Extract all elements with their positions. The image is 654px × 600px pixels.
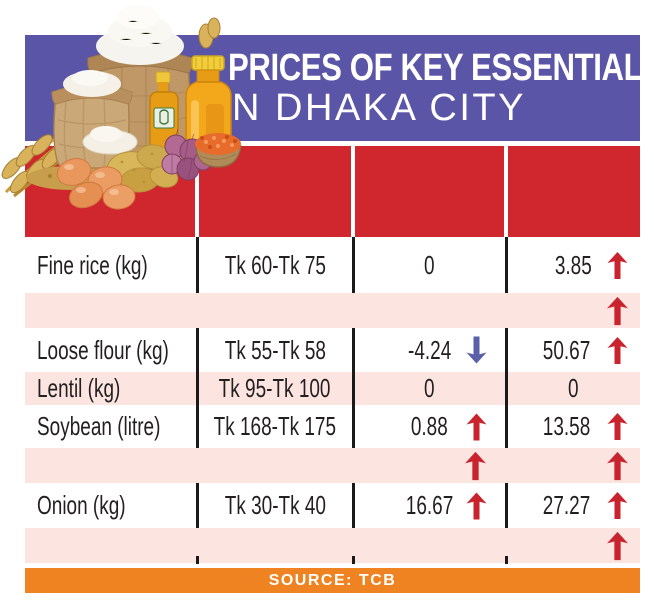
price-table: Fine rice (kg) Tk 60-Tk 75 0 3.85 Loose … [25,237,640,563]
up-arrow-icon [466,492,487,519]
price-range: Tk 30-Tk 40 [224,490,326,520]
row-divider [195,237,199,293]
item-name: Loose flour (kg) [37,334,169,365]
price-range: Tk 60-Tk 75 [224,249,326,280]
up-arrow-icon [607,296,628,325]
column-divider [195,146,199,237]
table-spacer-row [25,293,640,328]
row-divider [351,405,355,448]
row-divider [351,483,355,528]
up-arrow-icon [466,413,487,440]
page-title: PRICES OF KEY ESSENTIALS [228,47,654,89]
up-arrow-icon [607,251,628,279]
row-divider [504,405,508,448]
row-divider [351,237,355,293]
source-bar: SOURCE: TCB [25,568,640,593]
row-divider [504,237,508,293]
up-arrow-icon [607,451,628,480]
up-arrow-icon [607,492,628,519]
change-value: 0 [424,249,435,280]
table-row-lentil: Lentil (kg) Tk 95-Tk 100 0 0 [25,372,640,405]
table-spacer-row [25,528,640,563]
change-value: 0.88 [411,411,448,441]
table-row-loose-flour: Loose flour (kg) Tk 55-Tk 58 -4.24 50.67 [25,328,640,372]
up-arrow-icon [607,413,628,440]
lentil-bowl-icon [195,133,242,168]
item-name: Lentil (kg) [37,373,121,403]
table-row-fine-rice: Fine rice (kg) Tk 60-Tk 75 0 3.85 [25,237,640,293]
row-divider [504,483,508,528]
up-arrow-icon [465,451,486,480]
change-value: 0 [567,373,579,403]
item-name: Onion (kg) [37,490,126,520]
table-spacer-row [25,448,640,483]
item-name: Fine rice (kg) [37,249,148,280]
column-divider [504,146,508,237]
change-value: 27.27 [542,490,591,520]
price-range: Tk 168-Tk 175 [213,411,337,441]
row-divider [195,405,199,448]
table-row-soybean: Soybean (litre) Tk 168-Tk 175 0.88 13.58 [25,405,640,448]
change-value: 50.67 [542,334,591,365]
row-divider [195,483,199,528]
change-value: 16.67 [405,490,454,520]
table-row-onion: Onion (kg) Tk 30-Tk 40 16.67 27.27 [25,483,640,528]
divider-stub [196,556,199,564]
eggs-icon [56,158,136,210]
divider-stub [352,556,355,564]
page-subtitle: N DHAKA CITY [232,87,526,129]
up-arrow-icon [607,336,628,364]
row-divider [504,328,508,372]
change-value: 0 [424,373,435,403]
change-value: 3.85 [555,249,593,280]
price-range: Tk 95-Tk 100 [219,373,331,403]
item-name: Soybean (litre) [37,411,161,441]
change-value: 13.58 [542,411,591,441]
down-arrow-icon [466,336,487,364]
row-divider [195,328,199,372]
row-divider [504,372,508,405]
up-arrow-icon [607,531,628,560]
row-divider [195,372,199,405]
column-divider [351,146,355,237]
divider-stub [505,556,508,564]
change-value: -4.24 [407,334,452,365]
row-divider [351,328,355,372]
row-divider [351,372,355,405]
food-collage [1,5,242,210]
source-label: SOURCE: TCB [268,571,397,589]
flour-pile-icon [82,126,138,155]
price-range: Tk 55-Tk 58 [224,334,326,365]
